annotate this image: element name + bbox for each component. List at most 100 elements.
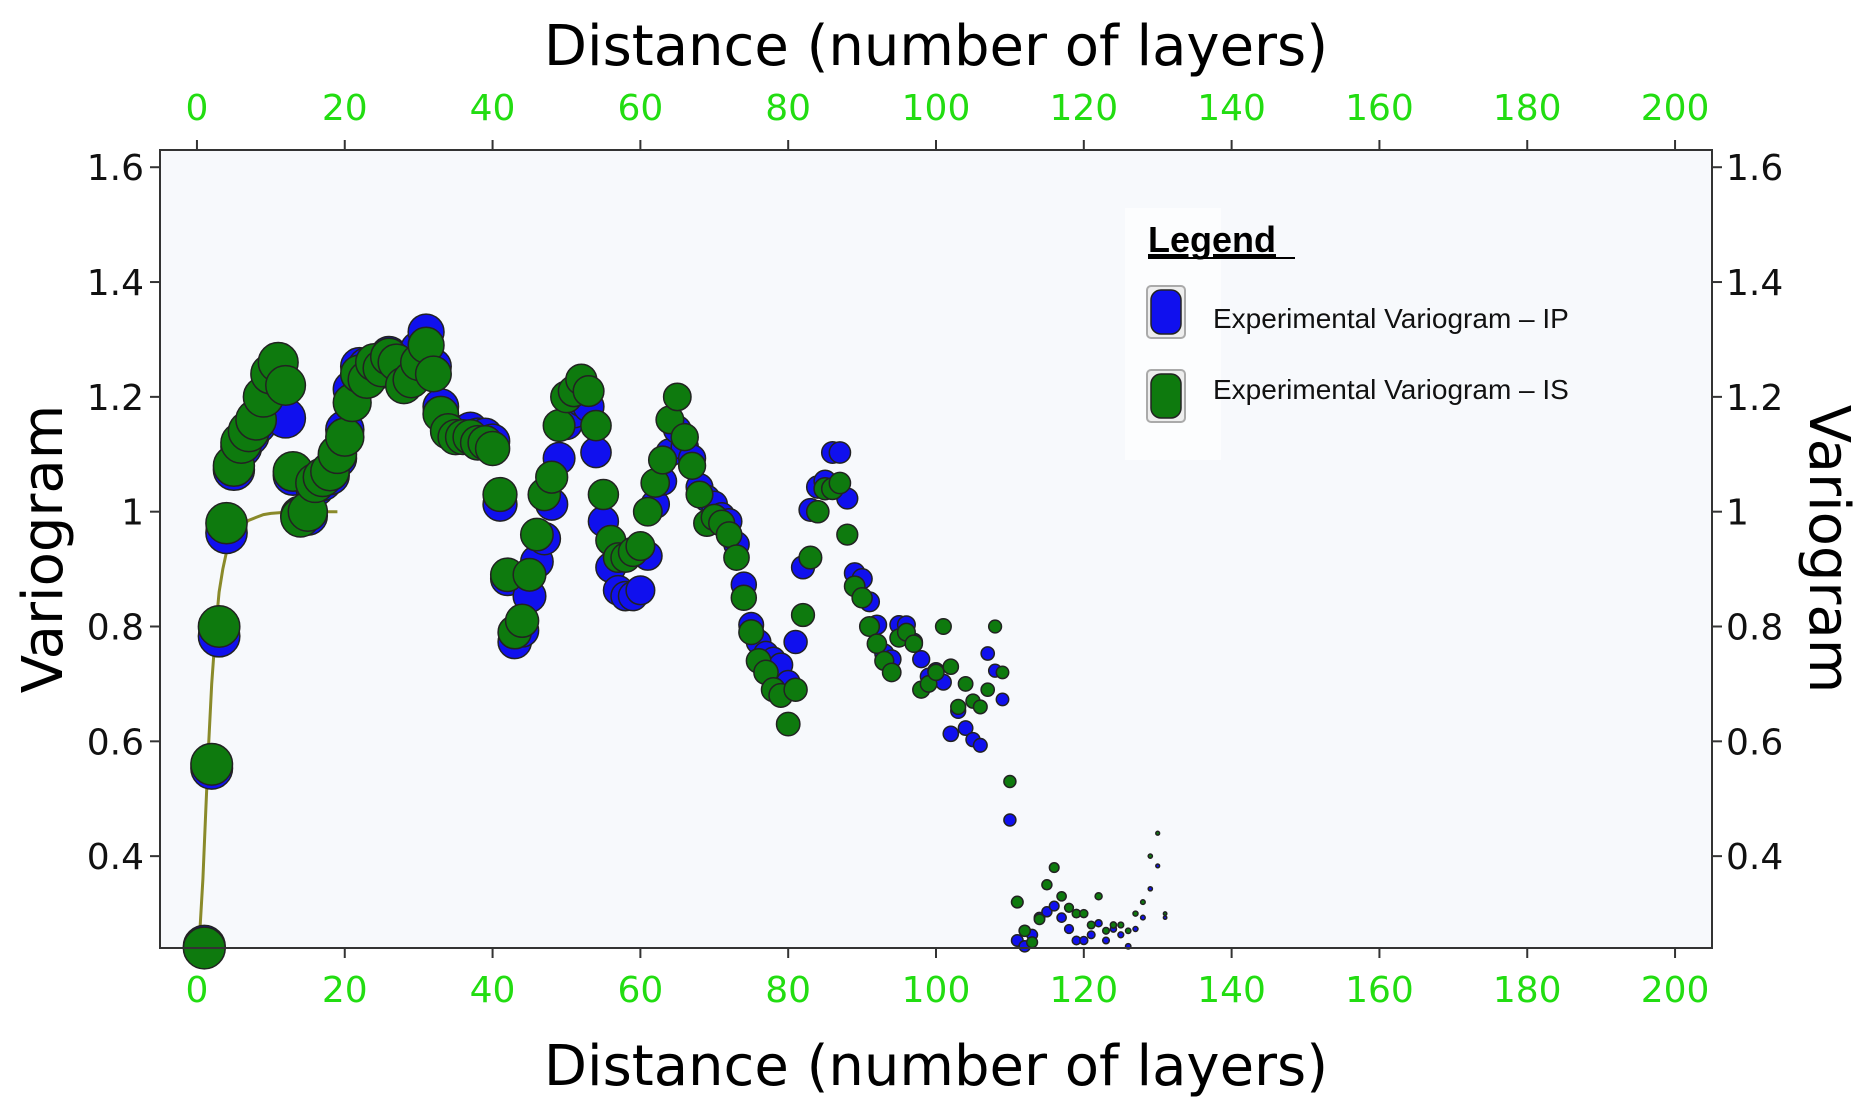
is-series-layer	[182, 326, 1168, 970]
is-point	[265, 364, 307, 406]
y-tick-label-left: 1	[121, 493, 144, 534]
y-tick-label-right: 1.2	[1726, 378, 1783, 419]
is-point	[987, 619, 1003, 634]
x-tick-label-top: 20	[322, 88, 368, 129]
ip-point	[1086, 930, 1096, 940]
is-point	[542, 409, 576, 443]
is-point	[972, 699, 988, 715]
ip-point	[957, 720, 974, 737]
x-tick-label-top: 140	[1197, 88, 1266, 129]
x-tick-label-bottom: 80	[765, 970, 811, 1011]
legend-marker-ip	[1150, 289, 1182, 335]
x-tick-label-bottom: 160	[1345, 970, 1414, 1011]
is-point	[1079, 908, 1089, 919]
x-tick-label-bottom: 40	[470, 970, 516, 1011]
is-point	[632, 496, 663, 527]
ip-point	[912, 650, 931, 669]
ip-point	[1101, 936, 1111, 945]
ip-point	[972, 737, 988, 753]
is-point	[1147, 853, 1154, 859]
is-point	[738, 619, 765, 646]
is-point	[572, 375, 605, 408]
is-point	[482, 476, 518, 513]
ip-point	[783, 629, 808, 655]
is-point	[934, 617, 952, 636]
is-point	[950, 698, 967, 716]
is-point	[775, 711, 801, 737]
ip-point	[625, 575, 656, 606]
is-point	[723, 544, 750, 571]
x-tick-label-top: 40	[470, 88, 516, 129]
is-point	[647, 445, 678, 475]
x-tick-label-top: 180	[1493, 88, 1562, 129]
is-point	[625, 531, 656, 562]
y-tick-label-right: 1.4	[1726, 263, 1783, 304]
y-tick-label-right: 0.6	[1726, 722, 1783, 763]
is-point	[1132, 910, 1139, 917]
is-point	[197, 605, 241, 648]
ip-point	[980, 646, 996, 661]
is-point	[942, 658, 960, 676]
ip-point	[1094, 919, 1103, 928]
ip-point	[828, 441, 852, 464]
x-tick-label-bottom: 100	[902, 970, 971, 1011]
x-tick-label-bottom: 140	[1197, 970, 1266, 1011]
is-point	[190, 742, 234, 786]
is-point	[1003, 774, 1017, 789]
is-point	[474, 430, 511, 467]
is-point	[980, 682, 996, 698]
y-tick-label-left: 1.4	[87, 263, 144, 304]
legend-label-ip: Experimental Variogram – IP	[1213, 303, 1569, 334]
y-tick-label-left: 0.4	[87, 837, 144, 878]
ip-point	[1041, 906, 1053, 918]
tick-layer: 0 0 20 20 40 40 60 60 80 80 100 100 120 120 140 140 160 1…	[87, 88, 1784, 1011]
is-point	[1109, 921, 1118, 929]
is-point	[858, 615, 881, 638]
ip-point	[1003, 813, 1017, 827]
ip-point	[1132, 925, 1139, 933]
x-tick-label-bottom: 0	[185, 970, 208, 1011]
is-point	[535, 460, 569, 494]
is-point	[1010, 895, 1024, 909]
is-point	[1056, 890, 1067, 902]
top-axis-title: Distance (number of layers)	[544, 14, 1328, 79]
is-point	[1094, 892, 1103, 901]
is-point	[851, 587, 873, 609]
is-point	[1117, 921, 1125, 929]
is-point	[587, 478, 620, 511]
is-point	[414, 355, 452, 393]
x-tick-label-top: 100	[902, 88, 971, 129]
x-tick-label-top: 80	[765, 88, 811, 129]
is-point	[866, 633, 888, 655]
y-tick-label-left: 1.2	[87, 378, 144, 419]
y-tick-label-right: 0.8	[1726, 608, 1783, 649]
is-point	[325, 417, 365, 457]
is-point	[904, 634, 924, 654]
x-tick-label-bottom: 60	[617, 970, 663, 1011]
x-tick-label-bottom: 200	[1641, 970, 1710, 1011]
is-point	[685, 480, 714, 509]
is-point	[881, 662, 902, 683]
is-point	[783, 677, 808, 702]
is-point	[715, 521, 743, 549]
y-tick-label-right: 1	[1726, 493, 1749, 534]
plot-frame	[159, 149, 1713, 949]
x-tick-label-top: 0	[185, 88, 208, 129]
is-point	[836, 523, 859, 546]
legend-title: Legend	[1148, 219, 1276, 260]
legend-marker-is	[1150, 373, 1182, 419]
is-point	[519, 517, 554, 552]
ip-point	[1139, 914, 1146, 921]
is-point	[1033, 913, 1046, 926]
is-point	[677, 451, 707, 480]
x-tick-label-top: 120	[1049, 88, 1118, 129]
legend: Legend Experimental Variogram – IP Exper…	[1125, 208, 1569, 460]
is-point	[1063, 902, 1075, 913]
left-axis-title: Variogram	[11, 405, 76, 694]
is-point	[1124, 927, 1132, 935]
is-point	[927, 663, 945, 682]
y-tick-label-left: 0.6	[87, 722, 144, 763]
ip-point	[1147, 885, 1154, 892]
y-tick-label-right: 0.4	[1726, 837, 1783, 878]
is-point	[828, 471, 852, 495]
